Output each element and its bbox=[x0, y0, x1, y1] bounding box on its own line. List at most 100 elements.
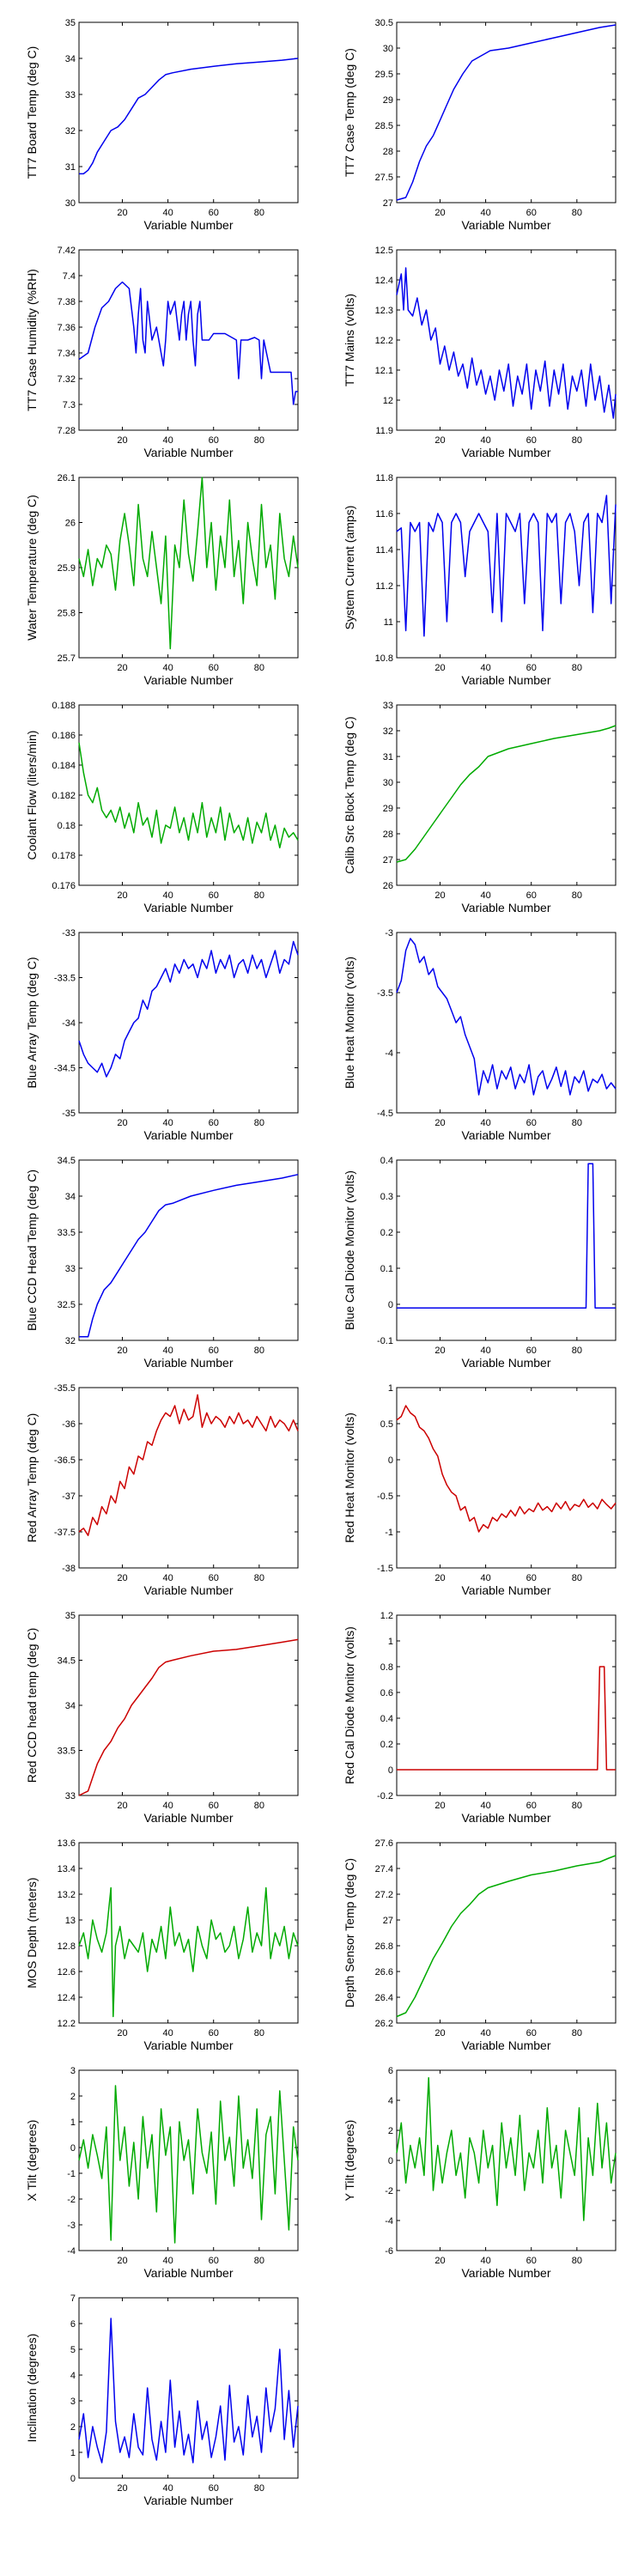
x-tick-label: 60 bbox=[526, 1346, 537, 1356]
y-tick-label: 7.4 bbox=[63, 271, 76, 282]
y-tick-label: 25.8 bbox=[58, 609, 76, 619]
y-tick-label: 1 bbox=[388, 1637, 393, 1647]
series-line bbox=[396, 725, 617, 863]
x-tick-label: 80 bbox=[254, 435, 264, 446]
x-axis-label: Variable Number bbox=[143, 2038, 233, 2052]
y-axis-label: Blue Array Temp (deg C) bbox=[25, 957, 39, 1088]
y-tick-label: 2 bbox=[70, 2422, 76, 2433]
y-tick-label: 11 bbox=[384, 617, 393, 628]
chart-panel: 33 33.5 34 34.5 35 20 40 60 80 Variable Number Red… bbox=[0, 1593, 322, 1825]
y-tick-label: 34 bbox=[65, 54, 76, 64]
x-tick-label: 80 bbox=[572, 1801, 582, 1811]
y-tick-label: 33 bbox=[65, 90, 76, 100]
y-tick-label: 1 bbox=[70, 2117, 76, 2128]
y-tick-label: -37.5 bbox=[54, 1528, 76, 1538]
chart-panel: 26.2 26.4 26.6 26.8 27 27.2 27.4 27.6 20 40 60 80 Va… bbox=[318, 1820, 640, 2052]
chart-svg: -1.5 -1 -0.5 0 0.5 1 20 40 60 80 Variable Number Re… bbox=[343, 1383, 617, 1597]
y-tick-label: 2 bbox=[70, 2092, 76, 2102]
x-tick-label: 20 bbox=[117, 2028, 127, 2038]
y-tick-label: -0.1 bbox=[377, 1336, 393, 1346]
y-tick-label: 1.2 bbox=[380, 1611, 393, 1621]
chart-svg: -6 -4 -2 0 2 4 6 20 40 60 80 Variable Number Y Tilt … bbox=[343, 2066, 617, 2280]
chart-panel: 32 32.5 33 33.5 34 34.5 20 40 60 80 Variable Numbe… bbox=[0, 1138, 322, 1370]
y-tick-label: 26 bbox=[65, 519, 76, 529]
y-tick-label: 29 bbox=[383, 804, 393, 814]
x-axis-label: Variable Number bbox=[143, 1128, 233, 1142]
x-tick-label: 80 bbox=[254, 1118, 264, 1128]
x-tick-label: 60 bbox=[526, 208, 537, 218]
x-tick-label: 40 bbox=[162, 1801, 173, 1811]
y-tick-label: 4 bbox=[388, 2096, 393, 2106]
y-tick-label: 0 bbox=[388, 1300, 393, 1310]
y-tick-label: 4 bbox=[70, 2371, 76, 2381]
y-tick-label: -2 bbox=[67, 2195, 76, 2205]
chart-panel: -4.5 -4 -3.5 -3 20 40 60 80 Variable Number Blue … bbox=[318, 910, 640, 1142]
y-tick-label: 28 bbox=[383, 147, 393, 157]
y-tick-label: 31 bbox=[383, 752, 393, 762]
x-tick-label: 20 bbox=[117, 663, 127, 673]
x-tick-label: 40 bbox=[162, 2256, 173, 2266]
x-tick-label: 40 bbox=[480, 890, 490, 901]
x-tick-label: 40 bbox=[480, 1573, 490, 1583]
x-tick-label: 20 bbox=[117, 890, 127, 901]
chart-svg: -4 -3 -2 -1 0 1 2 3 20 40 60 80 Variable Number X Til… bbox=[25, 2066, 299, 2280]
chart-svg: 7.28 7.3 7.32 7.34 7.36 7.38 7.4 7.42 20 40 60 80 Va… bbox=[25, 246, 299, 459]
y-tick-label: 7.28 bbox=[58, 426, 76, 436]
x-tick-label: 80 bbox=[572, 1118, 582, 1128]
y-tick-label: 28.5 bbox=[375, 121, 393, 131]
y-tick-label: -36 bbox=[62, 1419, 76, 1430]
y-tick-label: 13.6 bbox=[58, 1838, 76, 1849]
y-tick-label: -37 bbox=[62, 1492, 76, 1502]
x-axis-label: Variable Number bbox=[461, 1811, 550, 1825]
y-tick-label: 0.186 bbox=[52, 731, 76, 741]
y-tick-label: 33 bbox=[383, 701, 393, 711]
plot-frame bbox=[396, 249, 617, 431]
y-tick-label: 0.182 bbox=[52, 791, 76, 801]
x-tick-label: 60 bbox=[526, 435, 537, 446]
chart-panel: 0 1 2 3 4 5 6 7 20 40 60 80 Variable Number Inclinati… bbox=[0, 2275, 322, 2507]
plot-frame bbox=[396, 1614, 617, 1796]
y-tick-label: 6 bbox=[388, 2066, 393, 2076]
chart-panel: -6 -4 -2 0 2 4 6 20 40 60 80 Variable Number Y Tilt … bbox=[318, 2048, 640, 2280]
x-tick-label: 80 bbox=[254, 890, 264, 901]
plot-frame bbox=[78, 932, 299, 1114]
y-tick-label: -1.5 bbox=[377, 1564, 393, 1574]
x-tick-label: 60 bbox=[209, 1801, 219, 1811]
x-tick-label: 40 bbox=[480, 663, 490, 673]
x-tick-label: 60 bbox=[526, 2256, 537, 2266]
y-tick-label: 30.5 bbox=[375, 18, 393, 28]
series-line bbox=[78, 477, 299, 650]
y-tick-label: 35 bbox=[65, 1611, 76, 1621]
x-tick-label: 20 bbox=[117, 1573, 127, 1583]
plot-frame bbox=[78, 2297, 299, 2479]
x-tick-label: 60 bbox=[209, 2028, 219, 2038]
y-axis-label: X Tilt (degrees) bbox=[25, 2120, 39, 2202]
x-tick-label: 60 bbox=[209, 2256, 219, 2266]
x-tick-label: 40 bbox=[162, 2028, 173, 2038]
x-axis-label: Variable Number bbox=[461, 446, 550, 459]
y-tick-label: 0 bbox=[70, 2143, 76, 2154]
y-axis-label: Blue Heat Monitor (volts) bbox=[343, 957, 356, 1089]
y-tick-label: 0.176 bbox=[52, 881, 76, 891]
y-tick-label: 27.2 bbox=[375, 1890, 393, 1900]
series-line bbox=[79, 1174, 299, 1338]
x-tick-label: 20 bbox=[117, 208, 127, 218]
y-tick-label: 34 bbox=[65, 1192, 76, 1202]
x-tick-label: 80 bbox=[572, 208, 582, 218]
x-tick-label: 60 bbox=[526, 890, 537, 901]
y-axis-label: Coolant Flow (liters/min) bbox=[25, 731, 39, 860]
x-tick-label: 40 bbox=[162, 890, 173, 901]
y-tick-label: 27.5 bbox=[375, 173, 393, 183]
y-tick-label: 0.5 bbox=[380, 1419, 393, 1430]
series-line bbox=[78, 742, 299, 849]
x-tick-label: 40 bbox=[162, 208, 173, 218]
chart-panel: -0.1 0 0.1 0.2 0.3 0.4 20 40 60 80 Variable Number… bbox=[318, 1138, 640, 1370]
x-tick-label: 40 bbox=[162, 2483, 173, 2494]
series-line bbox=[78, 940, 299, 1078]
y-tick-label: 0.18 bbox=[58, 821, 76, 831]
y-tick-label: 12.3 bbox=[375, 306, 393, 316]
y-tick-label: 30 bbox=[383, 778, 393, 788]
x-tick-label: 40 bbox=[162, 1346, 173, 1356]
x-tick-label: 40 bbox=[480, 208, 490, 218]
